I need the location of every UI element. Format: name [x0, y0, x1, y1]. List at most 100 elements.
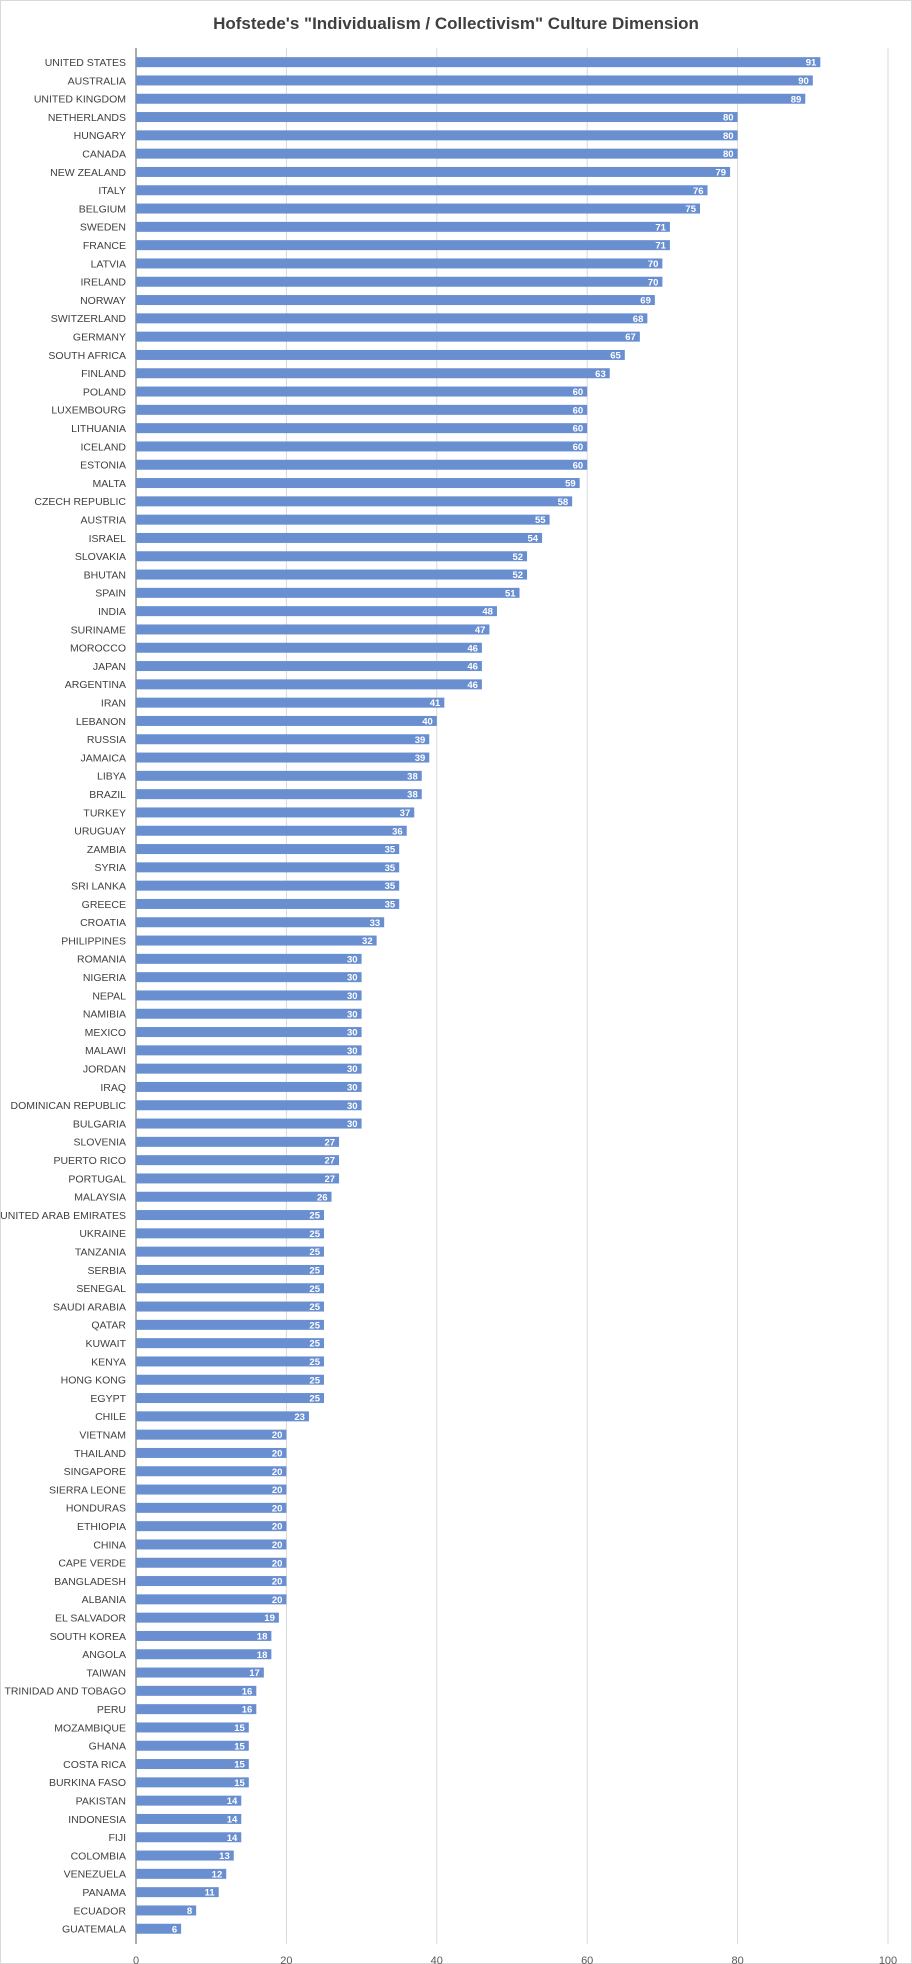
- value-label: 12: [212, 1869, 223, 1880]
- bar: [136, 1759, 249, 1770]
- category-label: MALTA: [93, 478, 126, 490]
- bar: [136, 972, 362, 983]
- value-label: 25: [309, 1302, 320, 1313]
- value-label: 25: [309, 1211, 320, 1222]
- category-label: ANGOLA: [82, 1649, 126, 1661]
- category-label: SERBIA: [87, 1265, 126, 1277]
- bar: [136, 953, 362, 964]
- bar: [136, 130, 738, 141]
- category-label: ESTONIA: [80, 460, 126, 472]
- category-label: TRINIDAD AND TOBAGO: [4, 1686, 126, 1698]
- bar: [136, 240, 670, 251]
- bar: [136, 551, 528, 562]
- category-label: NETHERLANDS: [48, 112, 126, 124]
- category-label: KENYA: [91, 1356, 126, 1368]
- category-label: INDIA: [98, 606, 126, 618]
- bar: [136, 258, 663, 269]
- bar: [136, 1118, 362, 1129]
- category-label: IRAN: [101, 697, 126, 709]
- value-label: 46: [467, 680, 478, 691]
- category-label: SOUTH KOREA: [50, 1631, 126, 1643]
- category-label: GHANA: [89, 1741, 126, 1753]
- category-label: SLOVENIA: [73, 1137, 126, 1149]
- value-label: 75: [685, 204, 696, 215]
- bar: [136, 1210, 324, 1221]
- category-label: JAMAICA: [80, 752, 126, 764]
- x-tick-label: 0: [133, 1955, 139, 1964]
- value-label: 63: [595, 369, 606, 380]
- category-label: NAMIBIA: [83, 1009, 126, 1021]
- category-label: FRANCE: [83, 240, 126, 252]
- category-label: COSTA RICA: [63, 1759, 126, 1771]
- category-label: PUERTO RICO: [53, 1155, 126, 1167]
- value-label: 60: [573, 442, 584, 453]
- category-label: JAPAN: [93, 661, 126, 673]
- category-label: ECUADOR: [73, 1905, 126, 1917]
- bar: [136, 1008, 362, 1019]
- bar: [136, 770, 422, 781]
- bar: [136, 441, 588, 452]
- category-label: SYRIA: [94, 862, 126, 874]
- category-label: FINLAND: [81, 368, 126, 380]
- value-label: 80: [723, 131, 734, 142]
- bar: [136, 1246, 324, 1257]
- bar: [136, 1557, 287, 1568]
- x-tick-label: 100: [879, 1955, 897, 1964]
- bar: [136, 404, 588, 415]
- value-label: 27: [324, 1174, 335, 1185]
- category-label: ICELAND: [80, 441, 126, 453]
- bar: [136, 1155, 340, 1166]
- value-label: 68: [633, 314, 644, 325]
- value-label: 38: [407, 790, 418, 801]
- value-label: 19: [264, 1613, 275, 1624]
- category-label: SIERRA LEONE: [49, 1484, 126, 1496]
- bar: [136, 789, 422, 800]
- bar: [136, 587, 520, 598]
- category-label: SAUDI ARABIA: [53, 1301, 126, 1313]
- bar: [136, 148, 738, 159]
- bar: [136, 1594, 287, 1605]
- value-label: 60: [573, 387, 584, 398]
- category-label: CHILE: [95, 1411, 126, 1423]
- bar: [136, 331, 640, 342]
- bar: [136, 1027, 362, 1038]
- category-label: CZECH REPUBLIC: [34, 496, 126, 508]
- value-label: 15: [234, 1778, 245, 1789]
- value-label: 70: [648, 259, 659, 270]
- bar: [136, 1447, 287, 1458]
- x-tick-label: 80: [731, 1955, 743, 1964]
- value-label: 60: [573, 405, 584, 416]
- category-label: NEPAL: [92, 990, 126, 1002]
- bar: [136, 459, 588, 470]
- value-label: 39: [415, 753, 426, 764]
- category-label: SRI LANKA: [71, 880, 126, 892]
- category-label: MALAWI: [85, 1045, 126, 1057]
- category-label: RUSSIA: [87, 734, 126, 746]
- value-label: 25: [309, 1229, 320, 1240]
- value-label: 20: [272, 1540, 283, 1551]
- category-label: UNITED ARAB EMIRATES: [0, 1210, 126, 1222]
- bar: [136, 1740, 249, 1751]
- category-label: UNITED KINGDOM: [34, 94, 126, 106]
- value-label: 76: [693, 186, 704, 197]
- bar: [136, 276, 663, 287]
- value-label: 69: [640, 296, 651, 307]
- bar: [136, 1795, 242, 1806]
- category-label: URUGUAY: [74, 826, 126, 838]
- bar: [136, 1612, 279, 1623]
- category-label: LEBANON: [76, 716, 126, 728]
- bar: [136, 423, 588, 434]
- category-label: SPAIN: [95, 588, 126, 600]
- value-label: 30: [347, 1046, 358, 1057]
- value-label: 14: [227, 1814, 238, 1825]
- category-label: JORDAN: [83, 1063, 126, 1075]
- bar: [136, 93, 806, 104]
- value-label: 20: [272, 1522, 283, 1533]
- bar: [136, 1283, 324, 1294]
- value-label: 89: [791, 94, 802, 105]
- chart-title: Hofstede's "Individualism / Collectivism…: [213, 14, 699, 33]
- value-label: 54: [528, 533, 539, 544]
- bar: [136, 1576, 287, 1587]
- category-label: VIETNAM: [79, 1429, 126, 1441]
- bar: [136, 661, 482, 672]
